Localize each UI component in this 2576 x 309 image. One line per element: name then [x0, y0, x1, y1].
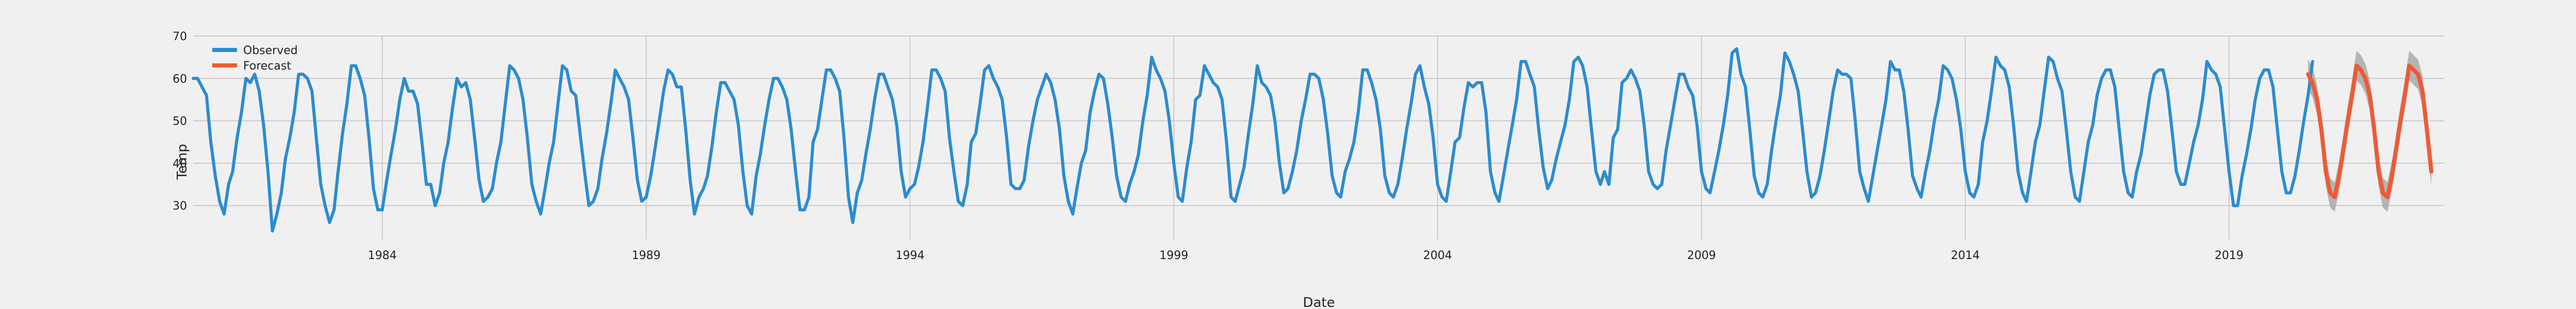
x-tick-label: 1994	[895, 249, 924, 262]
x-tick-label: 1989	[632, 249, 660, 262]
x-tick-label: 1984	[368, 249, 397, 262]
y-tick-label: 30	[173, 200, 187, 213]
x-tick-label: 2009	[1687, 249, 1716, 262]
y-axis-title: Temp	[175, 144, 190, 180]
plot-background	[193, 36, 2445, 239]
x-tick-label: 2019	[2215, 249, 2244, 262]
y-tick-labels: 30 40 50 60 70	[173, 30, 187, 213]
legend-label-observed: Observed	[243, 44, 298, 57]
x-axis-title: Date	[1303, 295, 1335, 309]
x-tick-labels: 1984 1989 1994 1999 2004 2009 2014 2019	[368, 249, 2244, 262]
x-tick-label: 1999	[1159, 249, 1188, 262]
series-line-observed	[192, 47, 2314, 233]
series-line-forecast	[2306, 63, 2434, 199]
x-tick-label: 2004	[1423, 249, 1452, 262]
y-tick-label: 60	[173, 73, 187, 85]
y-tick-label: 40	[173, 158, 187, 170]
y-tick-label: 50	[173, 115, 187, 128]
x-tick-label: 2014	[1951, 249, 1980, 262]
legend-label-forecast: Forecast	[243, 60, 291, 73]
y-tick-label: 70	[173, 30, 187, 43]
legend: Observed Forecast	[212, 44, 298, 73]
series-lines	[192, 47, 2434, 233]
